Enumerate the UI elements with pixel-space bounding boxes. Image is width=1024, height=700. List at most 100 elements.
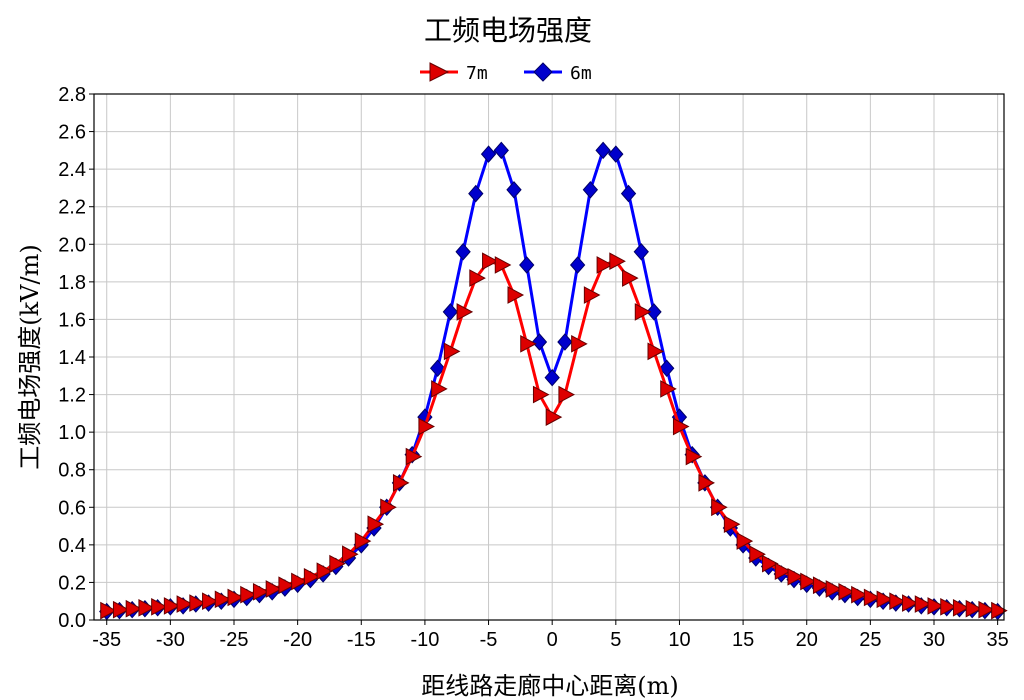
y-tick-label: 2.2 bbox=[58, 197, 86, 219]
data-point-7m bbox=[176, 595, 194, 613]
data-point-6m bbox=[557, 333, 573, 351]
data-point-7m bbox=[316, 562, 334, 580]
data-point-7m bbox=[952, 598, 970, 617]
data-point-7m bbox=[202, 592, 219, 611]
data-point-7m bbox=[431, 380, 448, 398]
data-point-7m bbox=[774, 562, 792, 580]
data-point-7m bbox=[978, 600, 995, 619]
data-point-7m bbox=[596, 256, 614, 274]
data-point-6m bbox=[506, 181, 522, 199]
data-point-6m bbox=[442, 303, 459, 321]
data-point-6m bbox=[531, 333, 548, 351]
data-point-7m bbox=[252, 582, 270, 601]
y-tick-label: 0.4 bbox=[58, 535, 86, 557]
data-point-7m bbox=[532, 385, 550, 404]
x-tick-label: 30 bbox=[923, 629, 945, 651]
data-point-7m bbox=[660, 380, 677, 398]
x-tick-label: 0 bbox=[547, 629, 558, 651]
data-point-6m bbox=[582, 181, 599, 199]
data-point-7m bbox=[851, 585, 868, 604]
chart-title: 工频电场强度 bbox=[424, 14, 592, 47]
data-point-7m bbox=[571, 335, 588, 353]
data-point-6m bbox=[633, 243, 649, 261]
x-tick-label: -35 bbox=[92, 629, 121, 651]
data-point-6m bbox=[608, 145, 624, 163]
data-point-7m bbox=[749, 545, 766, 564]
x-tick-label: 20 bbox=[796, 629, 818, 651]
data-point-7m bbox=[138, 598, 155, 617]
data-point-7m bbox=[558, 385, 575, 404]
data-point-7m bbox=[278, 576, 295, 595]
data-point-6m bbox=[493, 141, 509, 160]
data-point-7m bbox=[151, 598, 168, 616]
legend-label-6m: 6m bbox=[570, 63, 592, 84]
data-point-6m bbox=[455, 243, 471, 261]
data-point-7m bbox=[902, 594, 919, 612]
legend-label-7m: 7m bbox=[466, 63, 488, 84]
y-tick-label: 1.0 bbox=[58, 422, 86, 444]
data-point-7m bbox=[507, 286, 525, 304]
y-tick-label: 0.8 bbox=[58, 460, 86, 482]
data-point-7m bbox=[329, 554, 346, 573]
data-point-6m bbox=[519, 256, 535, 274]
data-point-7m bbox=[291, 572, 308, 591]
data-point-7m bbox=[367, 515, 385, 534]
x-tick-label: 35 bbox=[987, 629, 1009, 651]
data-point-6m bbox=[659, 359, 675, 378]
y-tick-label: 1.6 bbox=[58, 309, 86, 331]
data-point-7m bbox=[838, 582, 855, 601]
y-tick-label: 2.0 bbox=[58, 234, 86, 256]
data-point-7m bbox=[622, 269, 639, 287]
data-point-7m bbox=[456, 303, 474, 321]
data-point-7m bbox=[405, 447, 423, 466]
series-layer bbox=[99, 141, 1008, 621]
data-point-6m bbox=[646, 303, 662, 321]
legend-item-6m: 6m bbox=[524, 62, 592, 84]
data-point-7m bbox=[940, 598, 957, 616]
data-point-7m bbox=[991, 601, 1008, 620]
data-point-7m bbox=[443, 342, 461, 361]
y-tick-label: 0.6 bbox=[58, 497, 86, 519]
data-point-7m bbox=[583, 286, 601, 304]
data-point-7m bbox=[520, 335, 537, 353]
data-point-7m bbox=[889, 592, 906, 611]
data-point-7m bbox=[214, 590, 232, 609]
legend: 7m 6m bbox=[420, 62, 592, 84]
data-point-7m bbox=[927, 597, 945, 615]
data-point-7m bbox=[800, 572, 817, 591]
y-tick-label: 2.4 bbox=[58, 159, 86, 181]
series-7m bbox=[100, 252, 1008, 620]
data-point-7m bbox=[392, 474, 410, 492]
data-point-7m bbox=[647, 342, 665, 361]
x-tick-label: -5 bbox=[480, 629, 498, 651]
data-point-7m bbox=[736, 532, 754, 550]
y-tick-label: 1.4 bbox=[58, 347, 86, 369]
data-point-7m bbox=[812, 576, 830, 595]
x-tick-label: -15 bbox=[347, 629, 376, 651]
ticks: -35 -30 -25 -20 -15 -10 -5 0 5 10 15 20 25 30 35 0.0 0.2… bbox=[58, 84, 1009, 651]
data-point-7m bbox=[163, 597, 181, 615]
grid bbox=[94, 93, 1004, 621]
y-tick-label: 1.8 bbox=[58, 272, 86, 294]
data-point-7m bbox=[723, 515, 741, 534]
data-point-7m bbox=[303, 567, 321, 586]
data-point-7m bbox=[787, 567, 805, 586]
data-point-7m bbox=[482, 252, 499, 271]
data-point-6m bbox=[620, 184, 637, 203]
data-point-7m bbox=[762, 554, 779, 573]
data-point-7m bbox=[698, 474, 715, 492]
data-point-7m bbox=[189, 594, 206, 612]
x-tick-label: 10 bbox=[668, 629, 690, 651]
data-point-7m bbox=[609, 252, 626, 271]
data-point-7m bbox=[354, 532, 372, 550]
data-point-7m bbox=[418, 417, 435, 436]
data-point-6m bbox=[429, 359, 446, 378]
data-point-7m bbox=[342, 545, 359, 564]
data-point-6m bbox=[569, 256, 586, 274]
data-point-7m bbox=[634, 303, 652, 321]
y-tick-label: 1.2 bbox=[58, 385, 86, 407]
x-tick-label: -30 bbox=[156, 629, 185, 651]
data-point-7m bbox=[825, 580, 843, 598]
data-point-6m bbox=[468, 184, 484, 203]
data-point-6m bbox=[544, 368, 560, 387]
